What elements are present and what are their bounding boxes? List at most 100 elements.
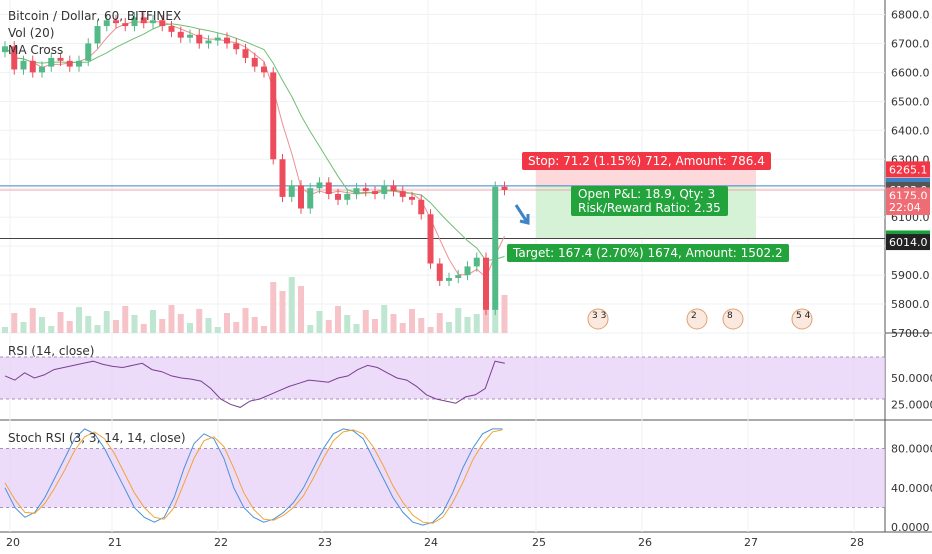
- stoch-rsi-indicator-label[interactable]: Stoch RSI (3, 3, 14, 14, close): [8, 431, 186, 445]
- volume-bar: [455, 308, 462, 333]
- volume-bar: [66, 321, 73, 333]
- volume-bar: [501, 295, 508, 333]
- volume-bar: [409, 309, 415, 333]
- candle-body: [20, 60, 27, 70]
- stoch-axis-tick: 80.0000: [891, 443, 932, 456]
- stoch-k-line: [4, 428, 503, 526]
- volume-bar: [187, 323, 193, 333]
- candle-body: [483, 257, 489, 310]
- event-flag-label: 5 4: [796, 311, 811, 321]
- time-axis-tick: 27: [744, 536, 758, 549]
- candle-body: [168, 26, 175, 32]
- price-axis-tick: 5800.0: [891, 298, 930, 311]
- symbol-title[interactable]: Bitcoin / Dollar, 60, BITFINEX: [8, 9, 182, 23]
- candle-body: [399, 191, 406, 197]
- volume-bar: [483, 300, 489, 333]
- candle-body: [353, 188, 360, 195]
- rsi-axis-tick: 50.0000: [891, 372, 932, 385]
- candle-body: [196, 34, 203, 44]
- volume-bar: [205, 318, 212, 333]
- price-axis-tick: 6500.0: [891, 95, 930, 108]
- time-axis-tick: 22: [214, 536, 228, 549]
- volume-bar: [233, 322, 240, 333]
- price-badge: [886, 199, 930, 216]
- candle-body: [39, 66, 45, 73]
- candle-body: [85, 43, 92, 61]
- volume-bar: [85, 316, 92, 333]
- volume-bar: [399, 323, 406, 333]
- volume-bar: [325, 320, 332, 333]
- candle-body: [270, 72, 277, 160]
- stoch-axis-tick: 0.0000: [891, 521, 930, 534]
- candle-body: [131, 17, 138, 27]
- volume-bar: [76, 307, 82, 333]
- volume-bar: [57, 312, 64, 333]
- candle-body: [94, 26, 101, 44]
- candle-body: [325, 182, 332, 195]
- volume-bar: [177, 314, 184, 333]
- rsi-indicator-label[interactable]: RSI (14, close): [8, 344, 95, 358]
- volume-bar: [140, 324, 147, 333]
- volume-bar: [353, 324, 360, 333]
- candle-body: [427, 214, 434, 264]
- volume-bar: [122, 306, 129, 333]
- volume-bar: [335, 306, 341, 333]
- volume-bar: [103, 311, 110, 333]
- candle-body: [11, 46, 18, 70]
- volume-bar: [2, 327, 8, 333]
- candle-body: [150, 20, 156, 24]
- volume-bar: [39, 317, 45, 333]
- stop-loss-zone: [536, 169, 756, 186]
- stop-loss-label[interactable]: Stop: 71.2 (1.15%) 712, Amount: 786.4: [522, 152, 771, 170]
- vol-indicator-label[interactable]: Vol (20): [8, 26, 55, 40]
- volume-bar: [131, 315, 138, 333]
- candle-body: [242, 49, 249, 58]
- stoch-band: [0, 448, 885, 508]
- candle-body: [455, 275, 462, 278]
- rsi-axis-tick: 25.0000: [891, 398, 932, 411]
- price-badge-label: 6014.0: [889, 236, 928, 249]
- price-axis-tick: 5900.0: [891, 269, 930, 282]
- volume-bar: [214, 327, 221, 333]
- ma-cross-indicator-label[interactable]: MA Cross: [8, 43, 64, 57]
- candle-body: [418, 199, 425, 215]
- volume-bar: [94, 325, 101, 333]
- volume-bar: [418, 318, 425, 333]
- candle-body: [335, 194, 341, 200]
- volume-bar: [29, 308, 36, 333]
- candle-body: [122, 23, 129, 27]
- event-flag-icon: [791, 308, 813, 330]
- volume-bar: [436, 313, 443, 333]
- volume-bar: [279, 291, 286, 333]
- price-axis-tick: 6800.0: [891, 8, 930, 21]
- candle-body: [140, 17, 147, 24]
- rsi-band: [0, 357, 885, 399]
- volume-bar: [168, 305, 175, 333]
- open-pnl-label: Open P&L: 18.9, Qty: 3: [578, 187, 716, 201]
- volume-bar: [372, 319, 378, 333]
- candle-body: [473, 257, 480, 267]
- volume-bar: [251, 317, 258, 333]
- price-badge: [886, 234, 930, 251]
- volume-bar: [288, 277, 295, 333]
- volume-bar: [427, 327, 434, 333]
- volume-bar: [20, 322, 27, 333]
- volume-bar: [261, 326, 267, 333]
- candle-body: [113, 20, 119, 24]
- candle-body: [233, 43, 240, 50]
- candle-body: [76, 60, 82, 67]
- target-label[interactable]: Target: 167.4 (2.70%) 1674, Amount: 1502…: [507, 244, 789, 262]
- volume-bar: [492, 309, 499, 333]
- event-flag-label: 2: [691, 311, 697, 321]
- candle-body: [501, 186, 508, 190]
- candle-body: [251, 57, 258, 67]
- open-pnl-box[interactable]: Open P&L: 18.9, Qty: 3 Risk/Reward Ratio…: [571, 186, 728, 216]
- candle-body: [372, 191, 378, 195]
- arrow-icon: [514, 204, 530, 225]
- price-axis-tick: 6400.0: [891, 124, 930, 137]
- volume-bar: [344, 315, 351, 333]
- volume-bar: [362, 310, 369, 333]
- candle-body: [362, 188, 369, 192]
